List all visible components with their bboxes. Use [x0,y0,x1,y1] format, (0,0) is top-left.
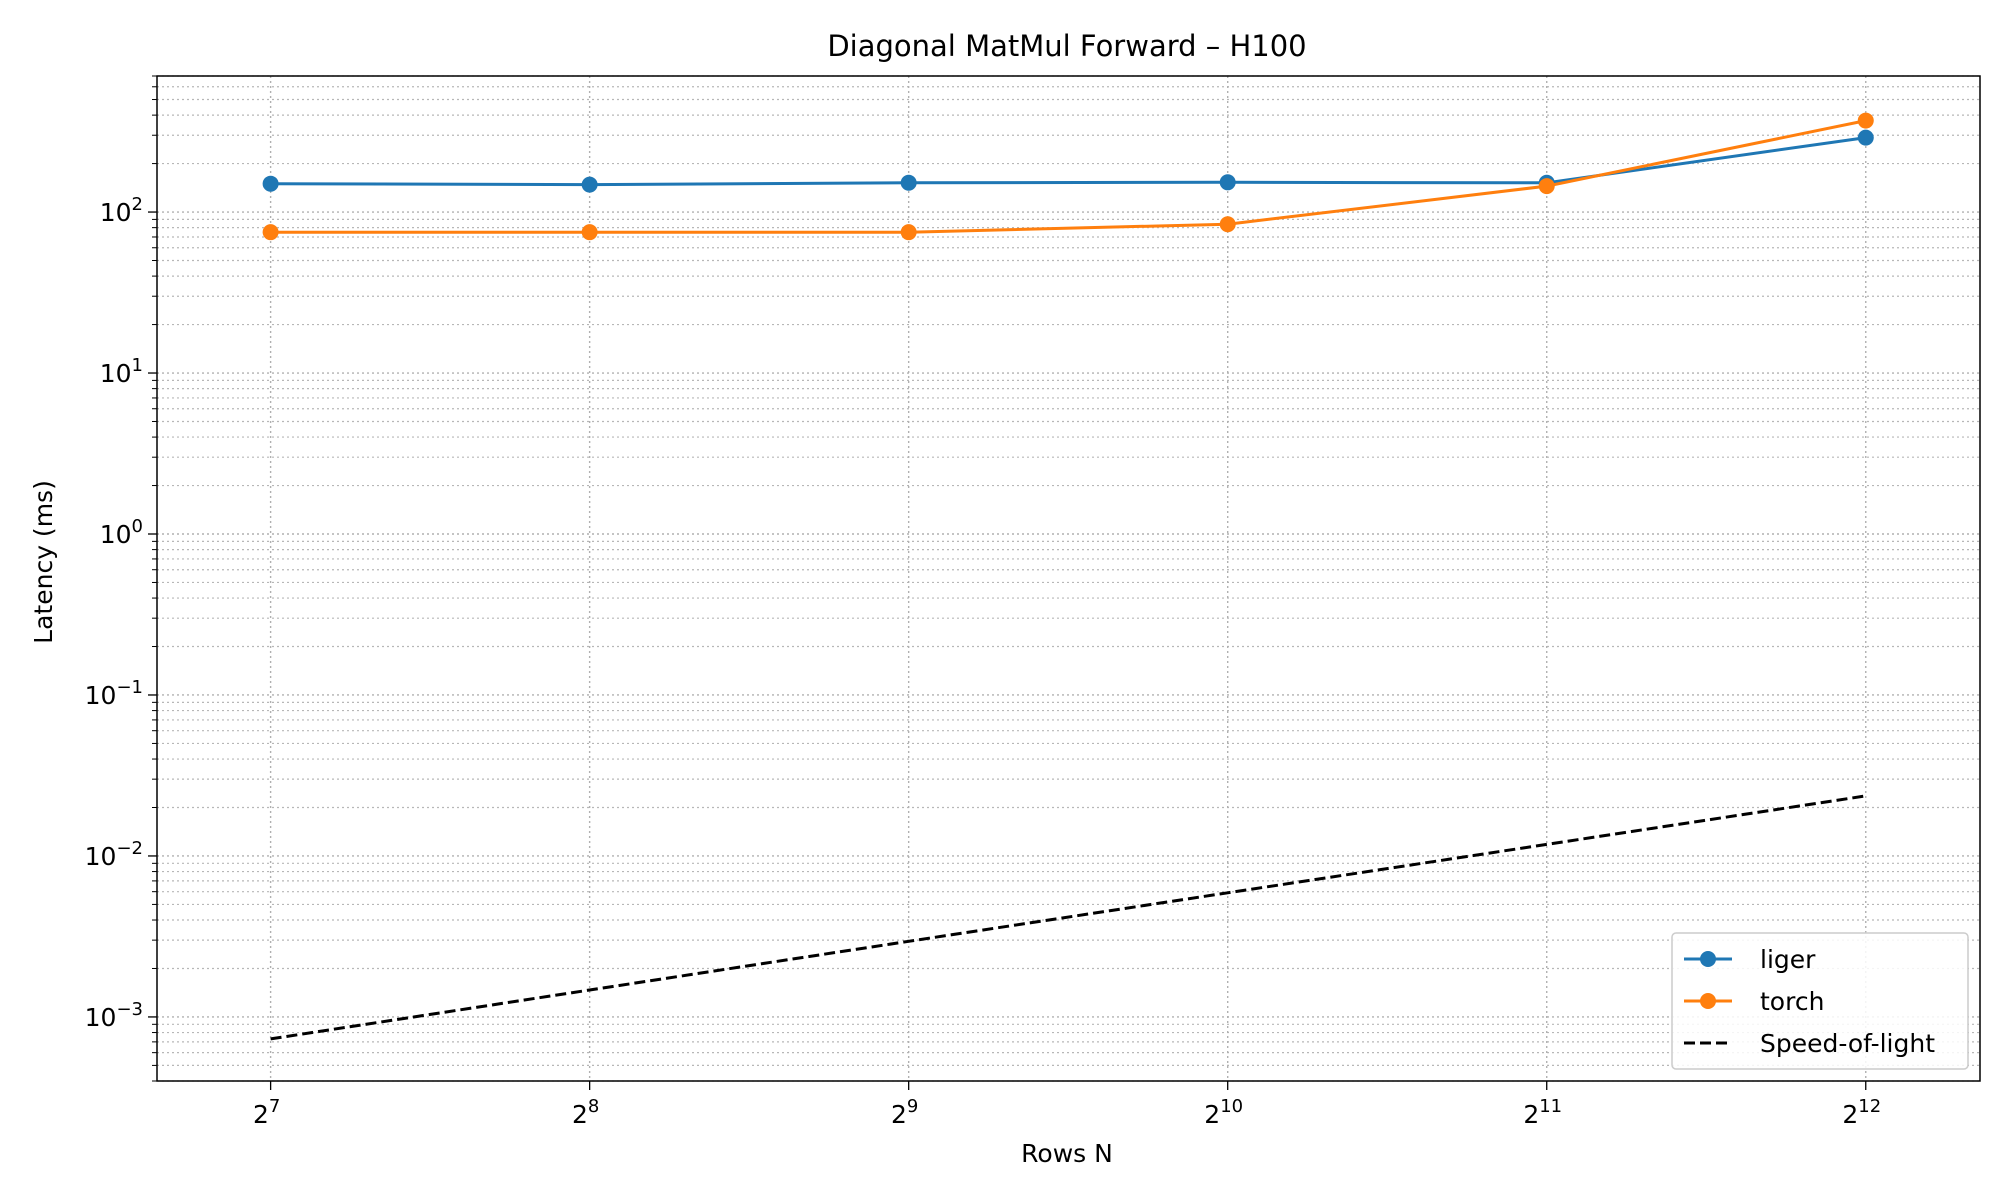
x-tick-label: 211 [1523,1096,1562,1129]
y-tick-label: 10−3 [85,999,143,1032]
y-tick-label: 102 [100,194,143,227]
legend: liger torch Speed-of-light [1671,932,1969,1070]
y-axis-label: Latency (ms) [29,480,58,644]
x-tick-label: 210 [1204,1096,1243,1129]
grid [157,75,1980,1082]
data-point-liger [900,174,917,191]
legend-label: torch [1760,987,1824,1016]
data-point-torch [1538,178,1555,195]
x-tick-label: 27 [253,1096,280,1129]
y-tick-label: 10−2 [85,838,143,871]
legend-label: Speed-of-light [1760,1029,1935,1058]
data-point-liger [1219,174,1236,191]
legend-marker [1700,993,1716,1009]
data-point-torch [1857,112,1874,129]
data-point-liger [581,176,598,193]
data-point-liger [1857,129,1874,146]
series-line-torch [270,119,1867,234]
legend-label: liger [1760,945,1816,974]
x-tick-label: 29 [891,1096,918,1129]
plot-area [262,112,1874,1041]
x-tick-label: 28 [572,1096,599,1129]
legend-marker [1700,951,1716,967]
axes-frame [156,75,1981,1082]
axes: 10−3 10−2 10−1 100 101 102 27 28 29 210 211 212 [85,75,1981,1129]
legend-box [1671,932,1969,1070]
data-point-torch [581,224,598,241]
data-point-torch [1219,216,1236,233]
y-tick-label: 101 [100,355,143,388]
y-tick-label: 100 [100,516,143,549]
data-point-torch [900,224,917,241]
y-tick-label: 10−1 [85,677,143,710]
series-line-speed-of-light [270,794,1867,1041]
data-point-torch [262,224,279,241]
chart-title: Diagonal MatMul Forward – H100 [827,29,1306,63]
data-point-liger [262,175,279,192]
x-tick-label: 212 [1842,1096,1881,1129]
x-axis-label: Rows N [1021,1139,1113,1168]
